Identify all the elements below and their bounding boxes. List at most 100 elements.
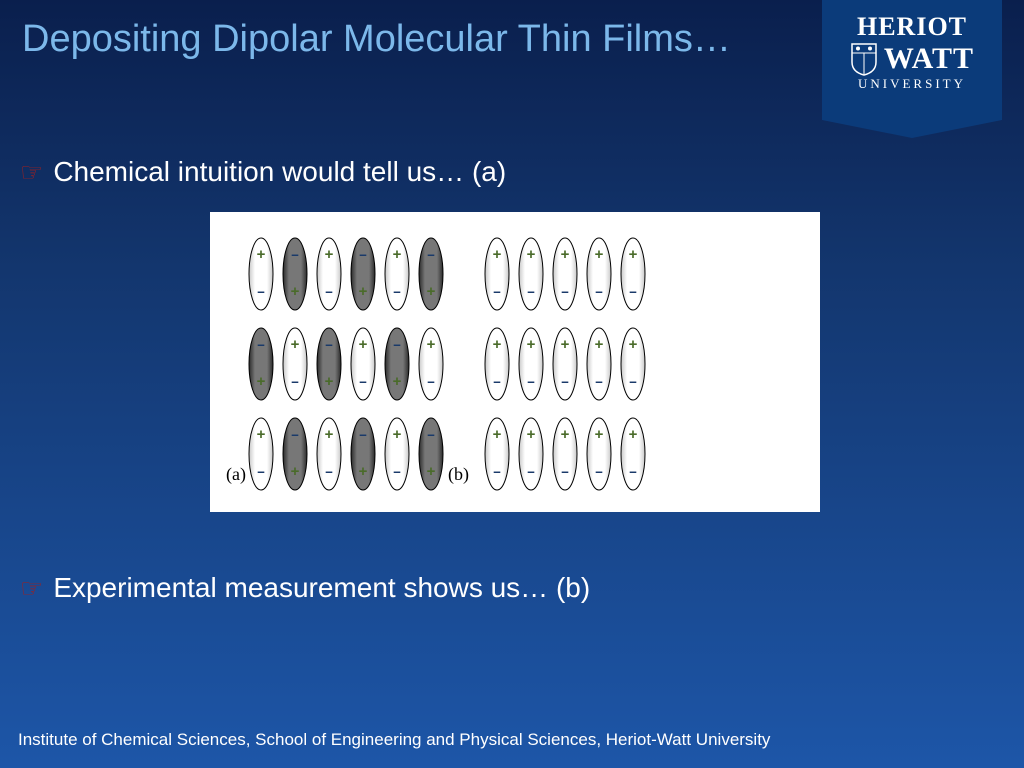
molecule: +– [518, 237, 544, 311]
molecule: +– [316, 417, 342, 491]
molecule: –+ [248, 327, 274, 401]
molecule: –+ [282, 237, 308, 311]
molecule: –+ [418, 237, 444, 311]
charge-sign: – [426, 427, 435, 444]
molecule: +– [484, 237, 510, 311]
slide-title: Depositing Dipolar Molecular Thin Films… [22, 18, 731, 61]
charge-sign: – [256, 464, 265, 481]
molecule: –+ [350, 417, 376, 491]
molecule: +– [484, 327, 510, 401]
molecule: +– [384, 237, 410, 311]
charge-sign: – [290, 427, 299, 444]
molecule: +– [552, 237, 578, 311]
charge-sign: + [256, 427, 265, 444]
molecule: +– [620, 237, 646, 311]
charge-sign: + [594, 427, 603, 444]
charge-sign: – [594, 284, 603, 301]
charge-sign: + [628, 337, 637, 354]
logo-line-1: HERIOT [857, 12, 967, 42]
molecule: +– [316, 237, 342, 311]
logo-banner: HERIOT WATT UNIVERSITY [822, 0, 1002, 120]
footer-text: Institute of Chemical Sciences, School o… [18, 730, 770, 750]
charge-sign: – [628, 464, 637, 481]
hand-icon: ☞ [20, 159, 43, 185]
molecule: –+ [418, 417, 444, 491]
charge-sign: + [492, 427, 501, 444]
molecule: +– [586, 327, 612, 401]
molecule: –+ [316, 327, 342, 401]
molecule: +– [518, 417, 544, 491]
charge-sign: – [358, 247, 367, 264]
diagram-group-a: +– –+ +– [228, 237, 444, 491]
diagram-row: +– –+ +– [248, 417, 444, 491]
charge-sign: + [324, 374, 333, 391]
diagram-row: +– +– +– [484, 237, 646, 311]
molecule: +– [248, 417, 274, 491]
charge-sign: – [594, 374, 603, 391]
charge-sign: + [358, 337, 367, 354]
molecule: –+ [350, 237, 376, 311]
charge-sign: – [526, 464, 535, 481]
charge-sign: + [560, 427, 569, 444]
charge-sign: + [594, 337, 603, 354]
charge-sign: + [560, 337, 569, 354]
charge-sign: – [392, 337, 401, 354]
charge-sign: + [492, 337, 501, 354]
logo-line-3: UNIVERSITY [858, 76, 966, 92]
charge-sign: + [324, 427, 333, 444]
charge-sign: + [426, 464, 435, 481]
charge-sign: – [628, 284, 637, 301]
charge-sign: – [560, 374, 569, 391]
charge-sign: + [256, 374, 265, 391]
charge-sign: – [560, 464, 569, 481]
charge-sign: – [526, 284, 535, 301]
charge-sign: + [290, 337, 299, 354]
molecule: +– [518, 327, 544, 401]
molecule: +– [418, 327, 444, 401]
charge-sign: – [392, 284, 401, 301]
charge-sign: + [628, 427, 637, 444]
bullet-row-0: ☞ Chemical intuition would tell us… (a) [20, 156, 506, 188]
bullet-row-1: ☞Experimental measurement shows us… (b) [20, 572, 590, 604]
charge-sign: + [392, 427, 401, 444]
charge-sign: + [324, 247, 333, 264]
charge-sign: + [392, 374, 401, 391]
charge-sign: – [324, 284, 333, 301]
charge-sign: + [492, 247, 501, 264]
charge-sign: + [526, 247, 535, 264]
bullet-text: Experimental measurement shows us… (b) [53, 572, 590, 604]
crest-icon [850, 42, 878, 76]
charge-sign: – [628, 374, 637, 391]
charge-sign: + [526, 337, 535, 354]
diagram-panel: +– –+ +– [210, 212, 820, 512]
molecule: –+ [282, 417, 308, 491]
charge-sign: – [492, 284, 501, 301]
charge-sign: – [324, 337, 333, 354]
molecule: +– [384, 417, 410, 491]
bullet-text: Chemical intuition would tell us… (a) [53, 156, 506, 188]
charge-sign: – [358, 374, 367, 391]
charge-sign: + [594, 247, 603, 264]
molecule: +– [282, 327, 308, 401]
charge-sign: + [290, 284, 299, 301]
charge-sign: + [560, 247, 569, 264]
charge-sign: + [426, 337, 435, 354]
charge-sign: + [628, 247, 637, 264]
charge-sign: – [526, 374, 535, 391]
molecule: +– [248, 237, 274, 311]
charge-sign: – [594, 464, 603, 481]
logo-line-2: WATT [884, 42, 974, 76]
molecule: +– [586, 417, 612, 491]
charge-sign: + [358, 284, 367, 301]
charge-sign: – [290, 247, 299, 264]
molecule: –+ [384, 327, 410, 401]
charge-sign: – [290, 374, 299, 391]
molecule: +– [552, 327, 578, 401]
molecule: +– [620, 417, 646, 491]
charge-sign: – [492, 374, 501, 391]
charge-sign: + [392, 247, 401, 264]
charge-sign: – [560, 284, 569, 301]
charge-sign: – [426, 247, 435, 264]
charge-sign: – [358, 427, 367, 444]
charge-sign: + [526, 427, 535, 444]
